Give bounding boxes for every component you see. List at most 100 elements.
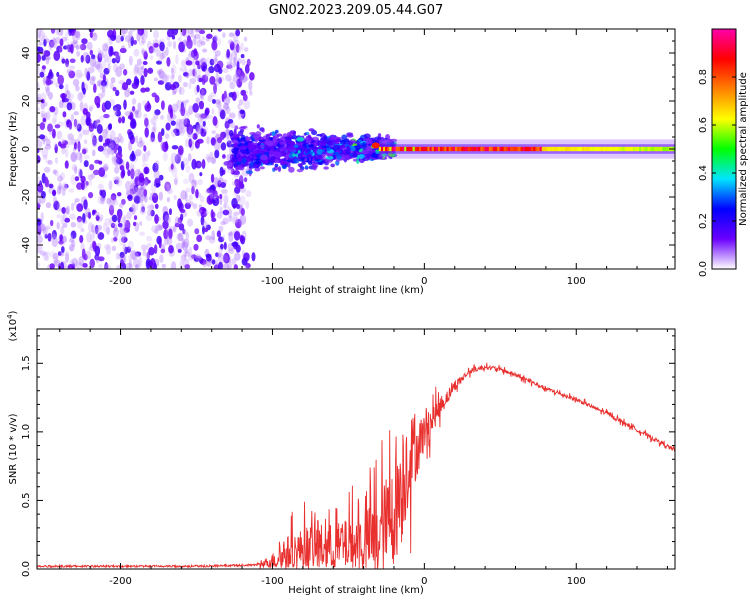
noise-blob <box>56 185 61 195</box>
noise-blob <box>134 63 139 74</box>
noise-blob <box>131 251 139 261</box>
noise-blob <box>196 138 204 144</box>
noise-blob <box>80 227 85 233</box>
noise-blob <box>171 145 179 150</box>
noise-blob <box>95 224 103 231</box>
noise-blob <box>157 80 165 85</box>
noise-blob <box>126 211 132 220</box>
noise-blob <box>102 74 106 82</box>
noise-blob <box>119 63 125 70</box>
noise-blob <box>70 234 74 244</box>
noise-blob <box>233 55 238 66</box>
noise-blob <box>211 230 216 241</box>
noise-blob <box>89 164 95 171</box>
noise-blob <box>238 99 244 106</box>
noise-blob <box>153 244 158 254</box>
carrier-segment <box>387 146 390 152</box>
noise-blob <box>69 58 76 64</box>
noise-blob <box>199 87 207 96</box>
noise-blob <box>182 39 188 47</box>
colorbar-tick-label: 0.0 <box>698 261 709 277</box>
noise-blob <box>211 40 218 51</box>
noise-blob <box>121 116 126 124</box>
noise-blob <box>233 231 241 241</box>
noise-blob <box>92 32 97 37</box>
spectrogram-x-label: Height of straight line (km) <box>288 285 424 296</box>
noise-blob <box>42 76 47 83</box>
noise-blob <box>124 89 131 98</box>
noise-blob <box>196 84 200 93</box>
noise-blob <box>74 176 80 182</box>
noise-blob <box>62 235 67 244</box>
noise-blob <box>180 59 188 68</box>
noise-blob <box>141 100 149 106</box>
spectrogram-heatmap <box>37 29 675 269</box>
noise-blob <box>110 222 116 229</box>
noise-blob <box>135 110 142 119</box>
noise-blob <box>73 201 77 206</box>
noise-blob <box>41 172 46 184</box>
noise-blob <box>45 159 51 164</box>
noise-blob <box>47 160 53 165</box>
noise-blob <box>41 252 49 257</box>
spectrogram-y-ticks: -40 -20 0 20 40 <box>21 28 675 270</box>
scintillation-blob <box>240 126 248 129</box>
scintillation-blob <box>332 144 340 151</box>
noise-blob <box>66 90 71 101</box>
noise-blob <box>135 186 141 198</box>
carrier-segment <box>503 146 507 152</box>
noise-blob <box>144 151 149 162</box>
noise-blob <box>115 152 123 160</box>
noise-blob <box>235 29 241 37</box>
noise-blob <box>154 95 160 103</box>
noise-blob <box>169 84 177 91</box>
noise-blob <box>142 60 148 66</box>
noise-blob <box>150 116 158 125</box>
noise-blob <box>128 259 132 269</box>
carrier-segment <box>395 146 399 152</box>
noise-blob <box>214 259 219 266</box>
noise-blob <box>44 38 50 44</box>
carrier-segment <box>416 146 420 152</box>
noise-blob <box>193 179 198 185</box>
noise-blob <box>191 179 196 189</box>
noise-blob <box>212 98 216 104</box>
noise-blob <box>204 75 208 81</box>
noise-blob <box>182 72 189 77</box>
noise-blob <box>141 47 145 54</box>
noise-blob <box>194 68 198 80</box>
scintillation-blob <box>258 159 263 163</box>
noise-blob <box>229 41 235 51</box>
noise-blob <box>139 139 145 147</box>
noise-blob <box>211 130 216 135</box>
scintillation-blob <box>237 153 241 159</box>
noise-blob <box>185 165 191 173</box>
noise-blob <box>213 35 218 42</box>
y-tick-label: 0.5 <box>21 492 32 508</box>
noise-blob <box>89 258 96 269</box>
carrier-segment <box>397 146 401 152</box>
noise-blob <box>231 241 239 247</box>
noise-blob <box>94 95 101 106</box>
noise-blob <box>178 129 186 134</box>
noise-blob <box>150 209 155 217</box>
scintillation-blob <box>249 155 253 159</box>
y-tick-label: 1.0 <box>21 424 32 440</box>
carrier-segment <box>427 146 431 152</box>
noise-blob <box>60 214 65 225</box>
noise-blob <box>127 169 131 177</box>
carrier-segment <box>501 146 505 152</box>
noise-blob <box>194 160 202 169</box>
noise-blob <box>168 228 173 240</box>
carrier-segment <box>493 146 496 152</box>
noise-blob <box>188 172 195 184</box>
noise-blob <box>75 69 83 79</box>
noise-blob <box>64 250 70 257</box>
scintillation-blob <box>245 148 250 155</box>
noise-blob <box>125 189 130 195</box>
noise-blob <box>238 204 243 215</box>
noise-blob <box>166 29 174 38</box>
noise-blob <box>107 56 112 66</box>
noise-blob <box>94 245 101 257</box>
noise-blob <box>118 234 125 246</box>
